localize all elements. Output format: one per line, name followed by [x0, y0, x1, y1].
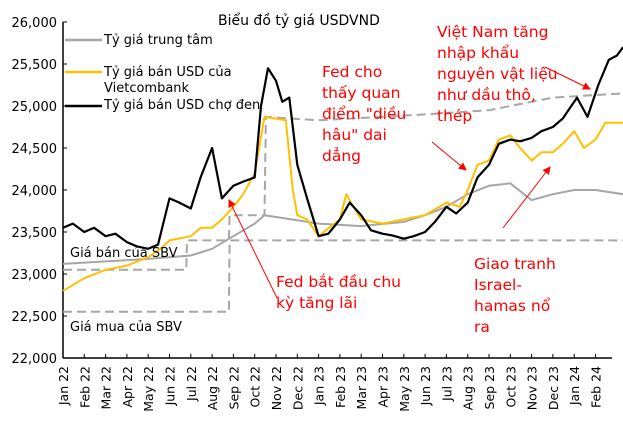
x-tick-label: Aug 23: [461, 366, 476, 410]
x-tick-label: May 22: [141, 366, 156, 412]
x-tick-label: Nov 23: [525, 366, 540, 410]
y-tick-label: 24,000: [12, 184, 58, 199]
annotation-arrow: [502, 166, 551, 229]
label-sbv-buy: Giá mua của SBV: [70, 320, 182, 335]
x-tick-label: Sep 22: [226, 366, 241, 409]
x-tick-label: Mar 23: [354, 366, 369, 409]
y-tick-label: 26,000: [12, 16, 58, 31]
annotation-arrow: [431, 141, 467, 171]
series-line-4: [63, 239, 623, 313]
y-tick-label: 25,000: [12, 100, 58, 115]
x-tick-label: Oct 23: [503, 366, 518, 408]
series-line-3: [63, 92, 623, 271]
x-tick-label: Jul 23: [439, 366, 454, 402]
y-tick-label: 22,500: [12, 310, 58, 325]
y-tick-label: 23,500: [12, 226, 58, 241]
x-tick-label: Oct 22: [248, 366, 263, 408]
x-tick-label: Apr 22: [120, 366, 135, 408]
x-tick-label: Feb 23: [333, 366, 348, 408]
x-tick-label: Jun 23: [418, 366, 433, 406]
annotation-arrow: [544, 66, 591, 90]
x-tick-label: May 23: [397, 366, 412, 412]
annotation-israel-hamas: Giao tranh Israel- hamas nổ ra: [474, 255, 556, 336]
x-tick-label: Jan 22: [56, 366, 71, 406]
x-tick-label: Feb 22: [77, 366, 92, 408]
y-tick-label: 25,500: [12, 58, 58, 73]
x-tick-label: Apr 23: [376, 366, 391, 408]
x-tick-label: Nov 22: [269, 366, 284, 410]
x-tick-label: Dec 22: [290, 366, 305, 410]
legend-entry-vietcombank: Tỷ giá bán USD của Vietcombank: [104, 65, 232, 96]
x-tick-label: Aug 22: [205, 366, 220, 410]
y-tick-label: 24,500: [12, 142, 58, 157]
x-tick-label: Sep 23: [482, 366, 497, 409]
x-tick-label: Jan 24: [567, 366, 582, 406]
legend-entry-black-market: Tỷ giá bán USD chợ đen: [104, 98, 261, 113]
series-line-1: [62, 115, 623, 292]
series-line-2: [62, 46, 623, 250]
annotation-fed-hike: Fed bắt đầu chu kỳ tăng lãi: [276, 273, 401, 312]
label-sbv-sell: Giá bán của SBV: [70, 246, 178, 261]
annotation-vietnam-imports: Việt Nam tăng nhập khẩu nguyên vật liệu …: [437, 23, 558, 125]
x-tick-label: Mar 22: [99, 366, 114, 409]
chart-title: Biểu đồ tỷ giá USDVND: [218, 13, 380, 29]
legend-entry-central-rate: Tỷ giá trung tâm: [104, 33, 213, 48]
x-tick-label: Dec 23: [546, 366, 561, 410]
y-tick-label: 23,000: [12, 268, 58, 283]
x-tick-label: Jan 23: [312, 366, 327, 406]
annotation-fed-hawkish: Fed cho thấy quan điểm "diều hâu" dai dẳ…: [322, 63, 407, 165]
x-tick-label: Jul 22: [184, 366, 199, 402]
x-tick-label: Jun 22: [163, 366, 178, 406]
annotation-arrow: [228, 199, 278, 299]
x-tick-label: Feb 24: [589, 366, 604, 408]
y-tick-label: 22,000: [12, 352, 58, 367]
